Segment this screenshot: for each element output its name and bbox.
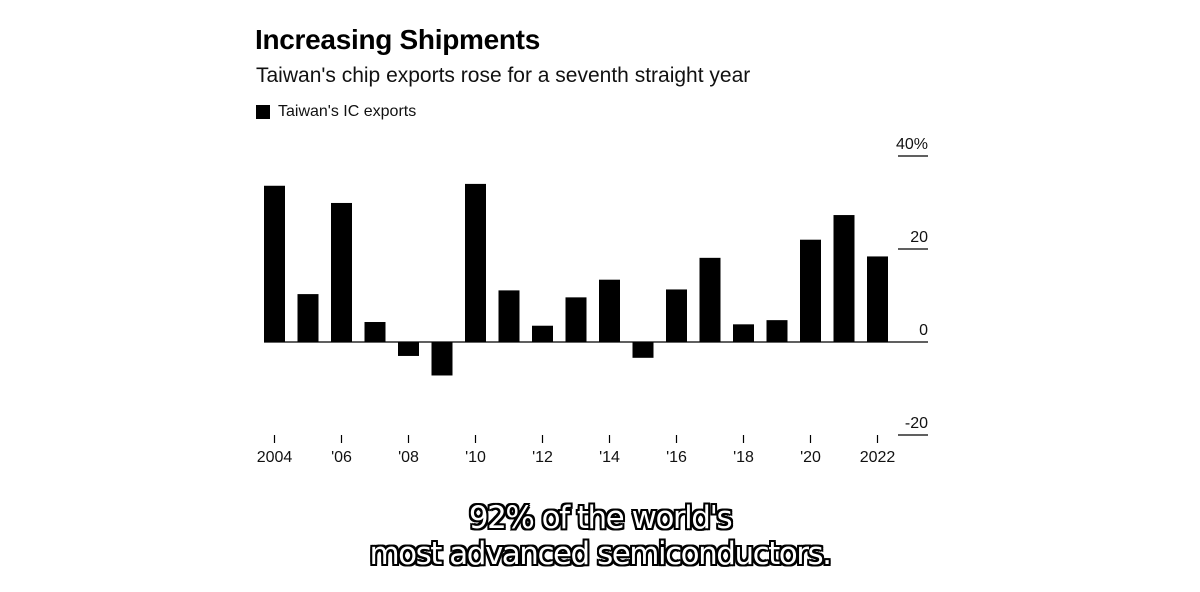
x-tick-label: '08 <box>398 449 419 466</box>
x-tick-label: 2004 <box>257 449 293 466</box>
x-tick-label: '20 <box>800 449 821 466</box>
y-tick-label: 20 <box>910 229 928 246</box>
bar <box>833 215 855 342</box>
caption-line-2: most advanced semiconductors. <box>369 536 832 572</box>
x-tick-label: '12 <box>532 449 553 466</box>
bar <box>565 297 587 342</box>
caption-line-1: 92% of the world's <box>468 500 733 536</box>
video-caption: 92% of the world's most advanced semicon… <box>0 500 1200 572</box>
y-tick-label: -20 <box>905 415 928 432</box>
x-tick-label: '14 <box>599 449 620 466</box>
bar <box>398 342 419 356</box>
bar <box>766 320 788 342</box>
bar <box>431 342 453 376</box>
y-tick-label: 0 <box>919 322 928 339</box>
bar <box>364 322 386 342</box>
legend-label: Taiwan's IC exports <box>278 103 417 120</box>
bar <box>867 256 888 342</box>
bar <box>297 294 319 342</box>
chart-legend: Taiwan's IC exports <box>256 103 416 121</box>
bar <box>331 202 352 342</box>
bar <box>532 325 553 342</box>
bar <box>599 279 620 342</box>
bar <box>699 257 721 342</box>
bar <box>264 185 285 342</box>
bar <box>498 290 520 342</box>
x-tick-label: 2022 <box>860 449 896 466</box>
x-tick-label: '06 <box>331 449 352 466</box>
chart-subtitle: Taiwan's chip exports rose for a seventh… <box>256 64 751 87</box>
bar <box>733 324 754 342</box>
legend-swatch <box>256 105 270 119</box>
chart-title: Increasing Shipments <box>255 24 540 55</box>
y-tick-label: 40% <box>896 136 928 153</box>
bar <box>632 342 654 358</box>
bar <box>465 183 486 342</box>
bar <box>666 289 687 342</box>
bar <box>800 239 821 342</box>
x-tick-label: '16 <box>666 449 687 466</box>
x-tick-label: '10 <box>465 449 486 466</box>
x-tick-label: '18 <box>733 449 754 466</box>
